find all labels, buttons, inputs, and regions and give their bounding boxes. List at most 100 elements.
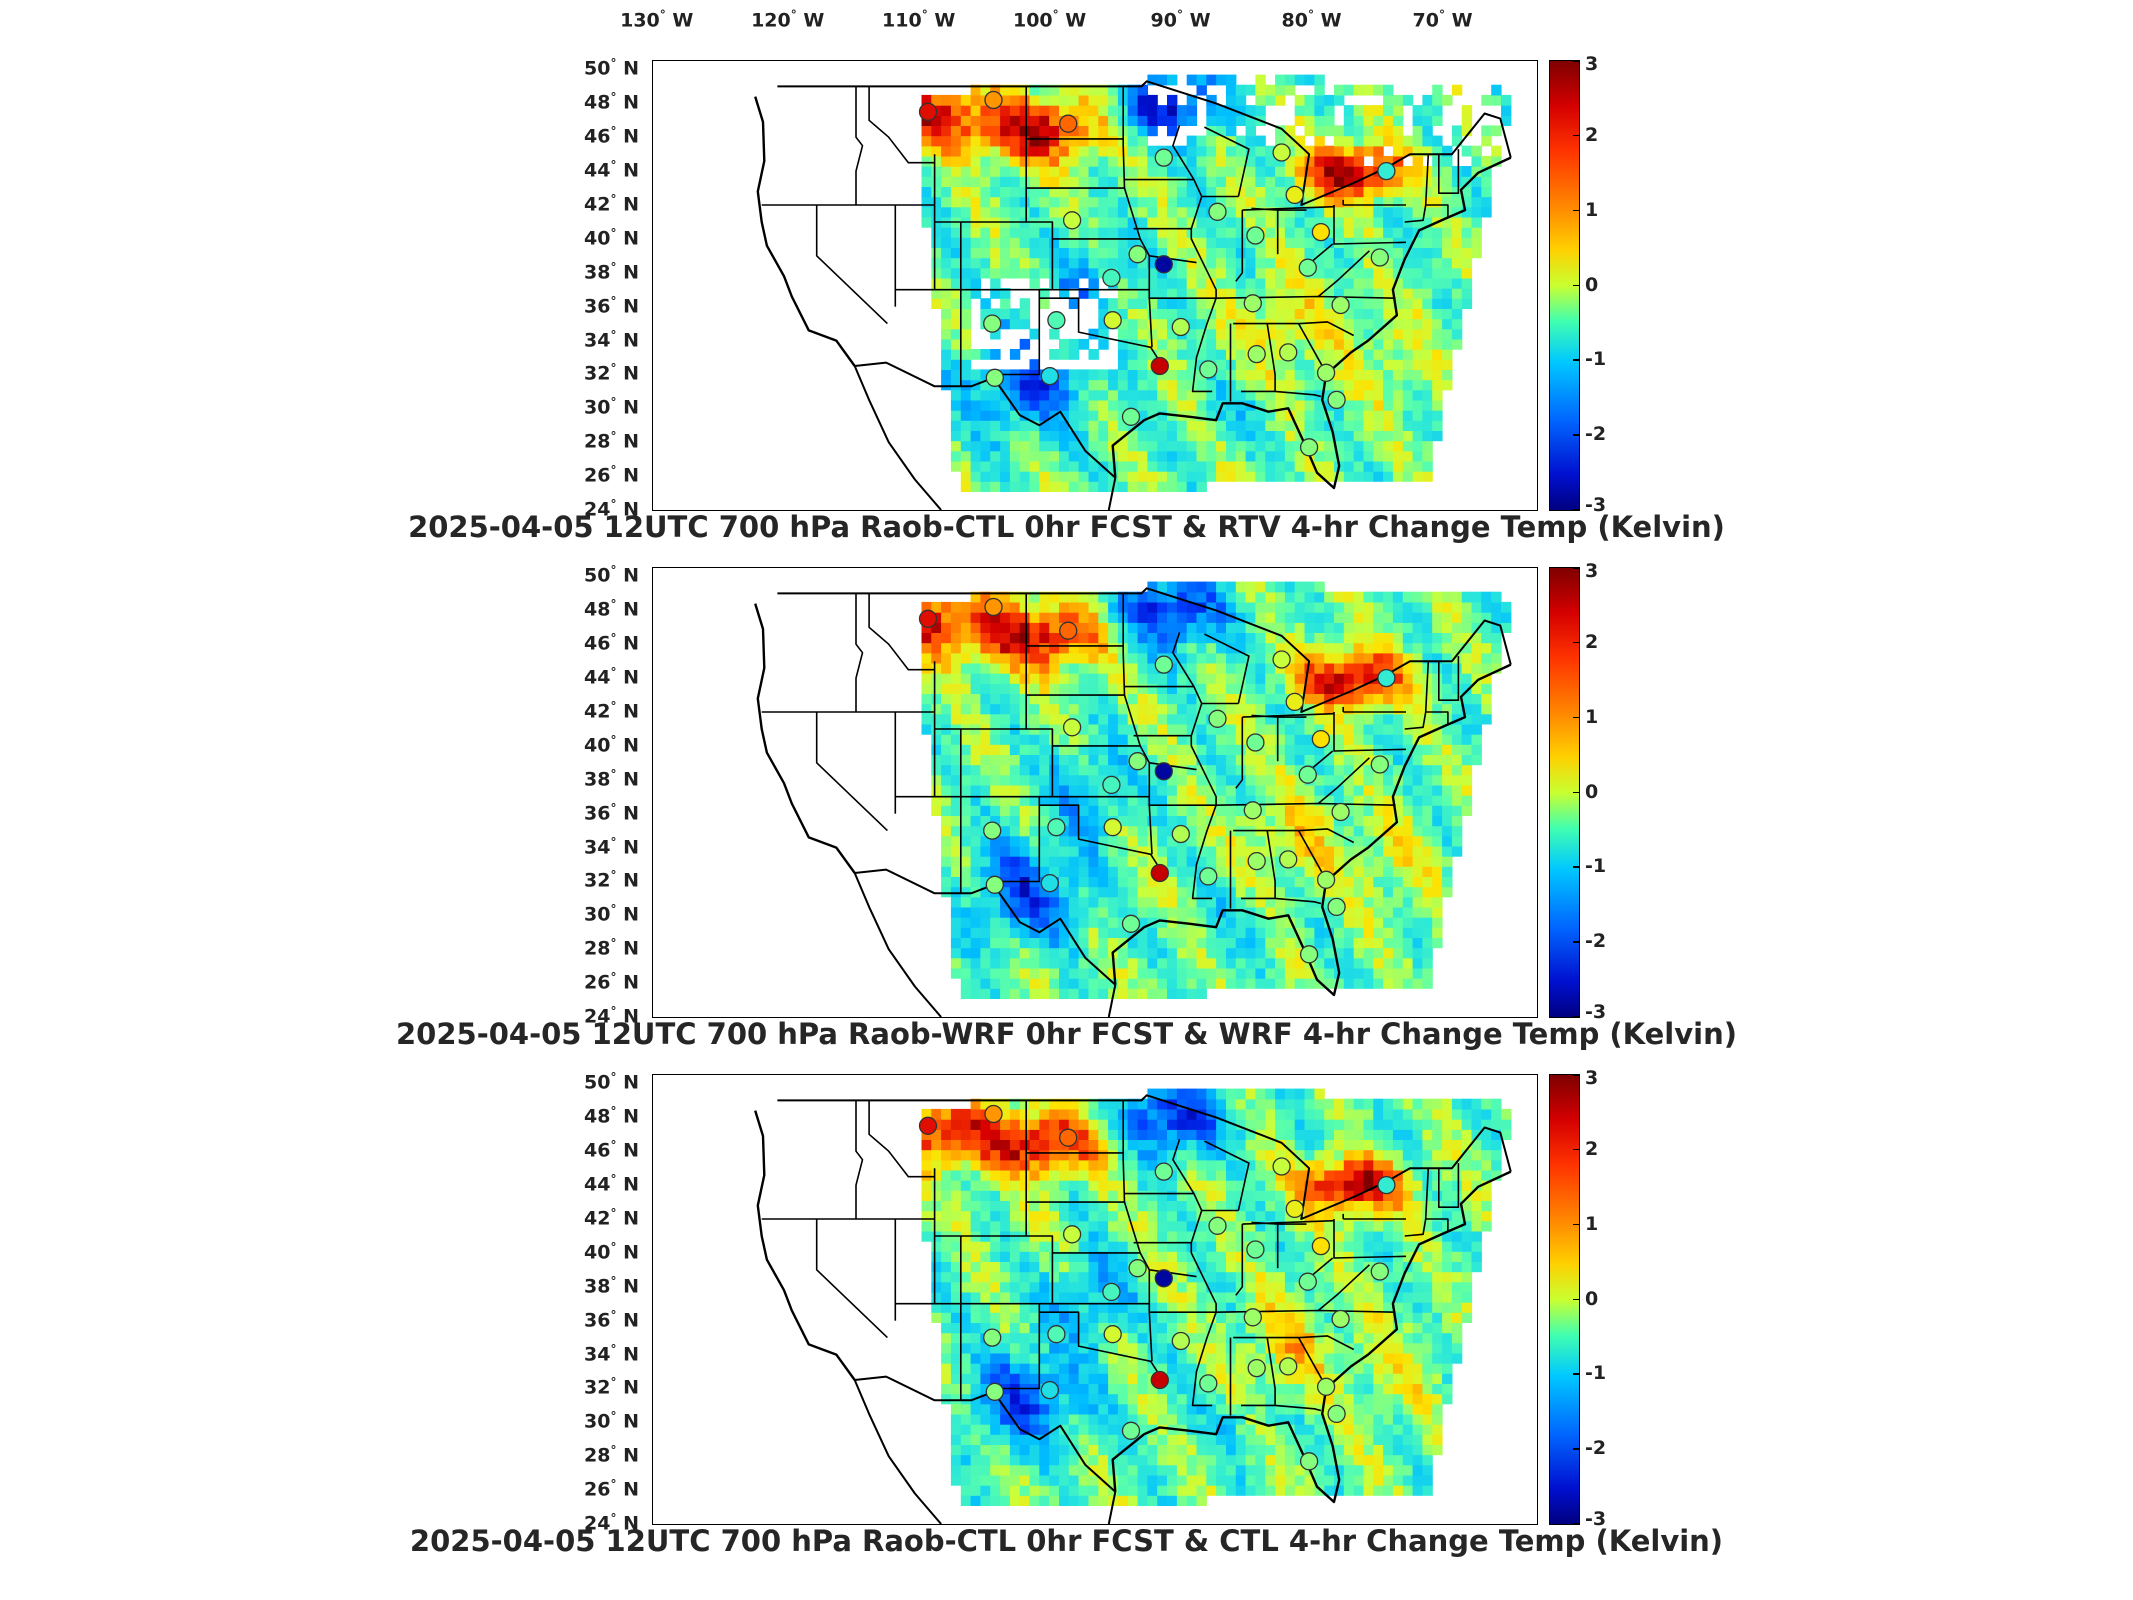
colorbar-tick-mark xyxy=(1573,60,1579,62)
state-border xyxy=(1438,149,1460,194)
raob-station-marker xyxy=(1298,1272,1317,1291)
raob-station-marker xyxy=(1272,1157,1291,1176)
coastline xyxy=(1111,156,1512,490)
colorbar-tick-mark xyxy=(1573,941,1579,943)
raob-stations xyxy=(918,597,1396,964)
raob-station-marker xyxy=(1311,1236,1331,1256)
coastline xyxy=(1107,477,1117,510)
colorbar-tick-label: -2 xyxy=(1585,423,1607,446)
lat-tick-label: 42° N xyxy=(584,1206,639,1230)
lat-tick-label: 38° N xyxy=(584,767,639,791)
state-border xyxy=(1333,205,1407,245)
raob-station-marker xyxy=(1299,438,1319,457)
colorbar-tick-label: -1 xyxy=(1585,1362,1607,1385)
colorbar-tick-mark xyxy=(1573,1373,1579,1375)
colorbar-tick-label: -1 xyxy=(1585,855,1607,878)
lat-tick-label: 34° N xyxy=(584,834,639,859)
state-border xyxy=(1241,830,1276,900)
colorbar-tick-label: 1 xyxy=(1585,198,1599,221)
state-border xyxy=(868,1100,935,1178)
state-border xyxy=(1425,204,1449,217)
lat-tick-label: 48° N xyxy=(584,1104,639,1129)
colorbar-tick-mark xyxy=(1573,359,1579,361)
state-border xyxy=(992,796,1041,883)
map-panel-ctl: 2025-04-05 12UTC 700 hPa Raob-CTL 0hr FC… xyxy=(0,1014,2133,1558)
state-border xyxy=(1241,1337,1276,1407)
lon-tick-label: 120° W xyxy=(751,8,825,32)
raob-station-marker xyxy=(1279,1357,1298,1376)
raob-station-marker xyxy=(1102,268,1121,288)
state-border xyxy=(1333,712,1407,752)
state-border xyxy=(855,1100,864,1219)
state-border xyxy=(1025,1100,1054,1304)
raob-station-marker xyxy=(1279,850,1298,869)
state-border xyxy=(1404,154,1430,223)
map-panel-rtv: 2025-04-05 12UTC 700 hPa Raob-CTL 0hr FC… xyxy=(0,0,2133,544)
state-border xyxy=(1425,1218,1449,1231)
lat-tick-label: 32° N xyxy=(584,1375,639,1400)
lat-tick-label: 40° N xyxy=(584,733,639,757)
colorbar-tick-mark xyxy=(1573,284,1579,286)
raob-station-marker xyxy=(1272,650,1291,669)
map-canvas xyxy=(754,581,1512,1017)
state-border xyxy=(1172,632,1217,900)
raob-station-marker xyxy=(983,314,1002,333)
raob-station-marker xyxy=(918,609,938,628)
lat-tick-label: 30° N xyxy=(584,395,639,419)
coastline xyxy=(754,1110,856,1381)
colorbar-tick-label: 2 xyxy=(1585,123,1599,146)
state-border xyxy=(815,712,888,832)
colorbar-tick-mark xyxy=(1573,1298,1579,1300)
state-border xyxy=(1425,711,1449,724)
state-border xyxy=(1438,1163,1460,1208)
raob-station-marker xyxy=(1272,143,1291,162)
state-border xyxy=(1404,1168,1430,1237)
state-border xyxy=(1122,1100,1153,1362)
colorbar-tick-mark xyxy=(1573,1016,1579,1018)
colorbar-tick-mark xyxy=(1573,641,1579,644)
state-border xyxy=(1204,1140,1250,1211)
state-border xyxy=(1275,390,1322,398)
lat-tick-label: 26° N xyxy=(584,463,639,487)
state-border xyxy=(1235,1224,1244,1296)
lat-tick-label: 44° N xyxy=(584,158,639,182)
raob-station-marker xyxy=(1103,818,1122,837)
lat-tick-label: 46° N xyxy=(584,124,639,148)
raob-station-marker xyxy=(1246,226,1265,245)
raob-station-marker xyxy=(1047,1325,1066,1344)
raob-station-marker xyxy=(1247,344,1266,364)
colorbar-tick-label: 3 xyxy=(1585,560,1599,582)
map-frame xyxy=(652,60,1538,511)
map-canvas xyxy=(754,74,1512,510)
panel-title: 2025-04-05 12UTC 700 hPa Raob-CTL 0hr FC… xyxy=(408,510,1725,544)
raob-station-marker xyxy=(1062,211,1082,230)
lat-tick-label: 44° N xyxy=(584,665,639,689)
raob-station-marker xyxy=(1299,945,1319,964)
lat-tick-label: 32° N xyxy=(584,868,639,893)
lat-tick-label: 46° N xyxy=(584,1138,639,1162)
state-border xyxy=(855,593,864,712)
country-border xyxy=(777,1094,1512,1220)
state-border xyxy=(1149,1269,1197,1278)
state-border xyxy=(1317,1264,1370,1312)
colorbar-tick-label: 0 xyxy=(1585,780,1599,803)
lat-tick-label: 42° N xyxy=(584,192,639,216)
raob-station-marker xyxy=(1311,222,1331,242)
colorbar-tick-mark xyxy=(1573,134,1579,137)
state-border xyxy=(1275,1404,1322,1412)
lat-tick-label: 36° N xyxy=(584,294,639,318)
raob-station-marker xyxy=(985,1382,1004,1401)
map-panel-wrf: 2025-04-05 12UTC 700 hPa Raob-WRF 0hr FC… xyxy=(0,507,2133,1051)
colorbar-tick-mark xyxy=(1573,434,1579,436)
state-border xyxy=(1233,321,1355,337)
temperature-field xyxy=(921,581,1512,999)
raob-station-marker xyxy=(1247,1358,1266,1378)
raob-station-marker xyxy=(1040,1380,1059,1400)
raob-station-marker xyxy=(983,821,1002,840)
raob-station-marker xyxy=(1208,1216,1227,1235)
state-border xyxy=(1235,210,1244,282)
raob-station-marker xyxy=(1128,752,1147,771)
colorbar-tick-mark xyxy=(1573,509,1579,511)
state-border xyxy=(1251,207,1307,211)
raob-station-marker xyxy=(1171,824,1190,844)
